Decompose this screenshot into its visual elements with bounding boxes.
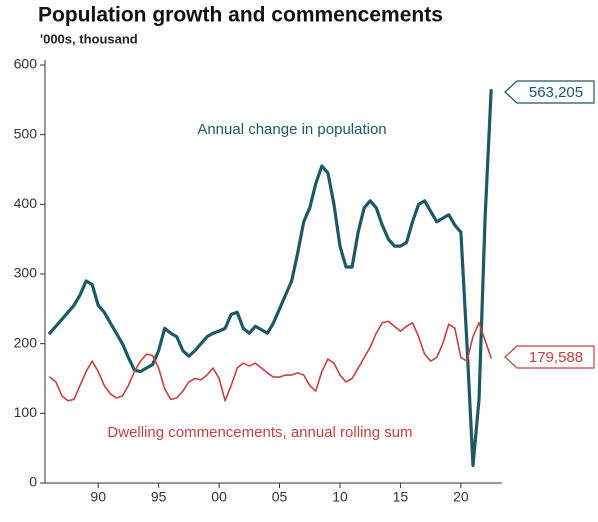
annotation: Dwelling commencements, annual rolling s… — [107, 424, 412, 441]
x-tick-label: 20 — [453, 489, 469, 505]
chart-subtitle: '000s, thousand — [40, 31, 138, 46]
series-line — [49, 320, 492, 402]
callout-box — [504, 345, 595, 369]
x-tick-label: 15 — [393, 489, 409, 505]
x-tick-label: 10 — [332, 489, 348, 505]
y-tick-label: 400 — [14, 195, 38, 211]
y-tick-label: 100 — [14, 404, 38, 420]
y-tick-label: 600 — [14, 56, 38, 72]
annotation: Annual change in population — [197, 121, 386, 138]
x-tick-label: 05 — [272, 489, 288, 505]
x-tick-label: 00 — [211, 489, 227, 505]
y-tick-label: 300 — [14, 265, 38, 281]
y-tick-label: 500 — [14, 125, 38, 141]
data-label: 563,205 — [529, 84, 583, 101]
data-label: 179,588 — [529, 349, 583, 366]
chart-title: Population growth and commencements — [38, 4, 443, 27]
x-tick-label: 95 — [151, 489, 167, 505]
callout-box — [504, 80, 595, 104]
x-tick-label: 90 — [90, 489, 106, 505]
y-tick-label: 0 — [29, 474, 37, 490]
y-tick-label: 200 — [14, 334, 38, 350]
series-line — [48, 89, 493, 468]
